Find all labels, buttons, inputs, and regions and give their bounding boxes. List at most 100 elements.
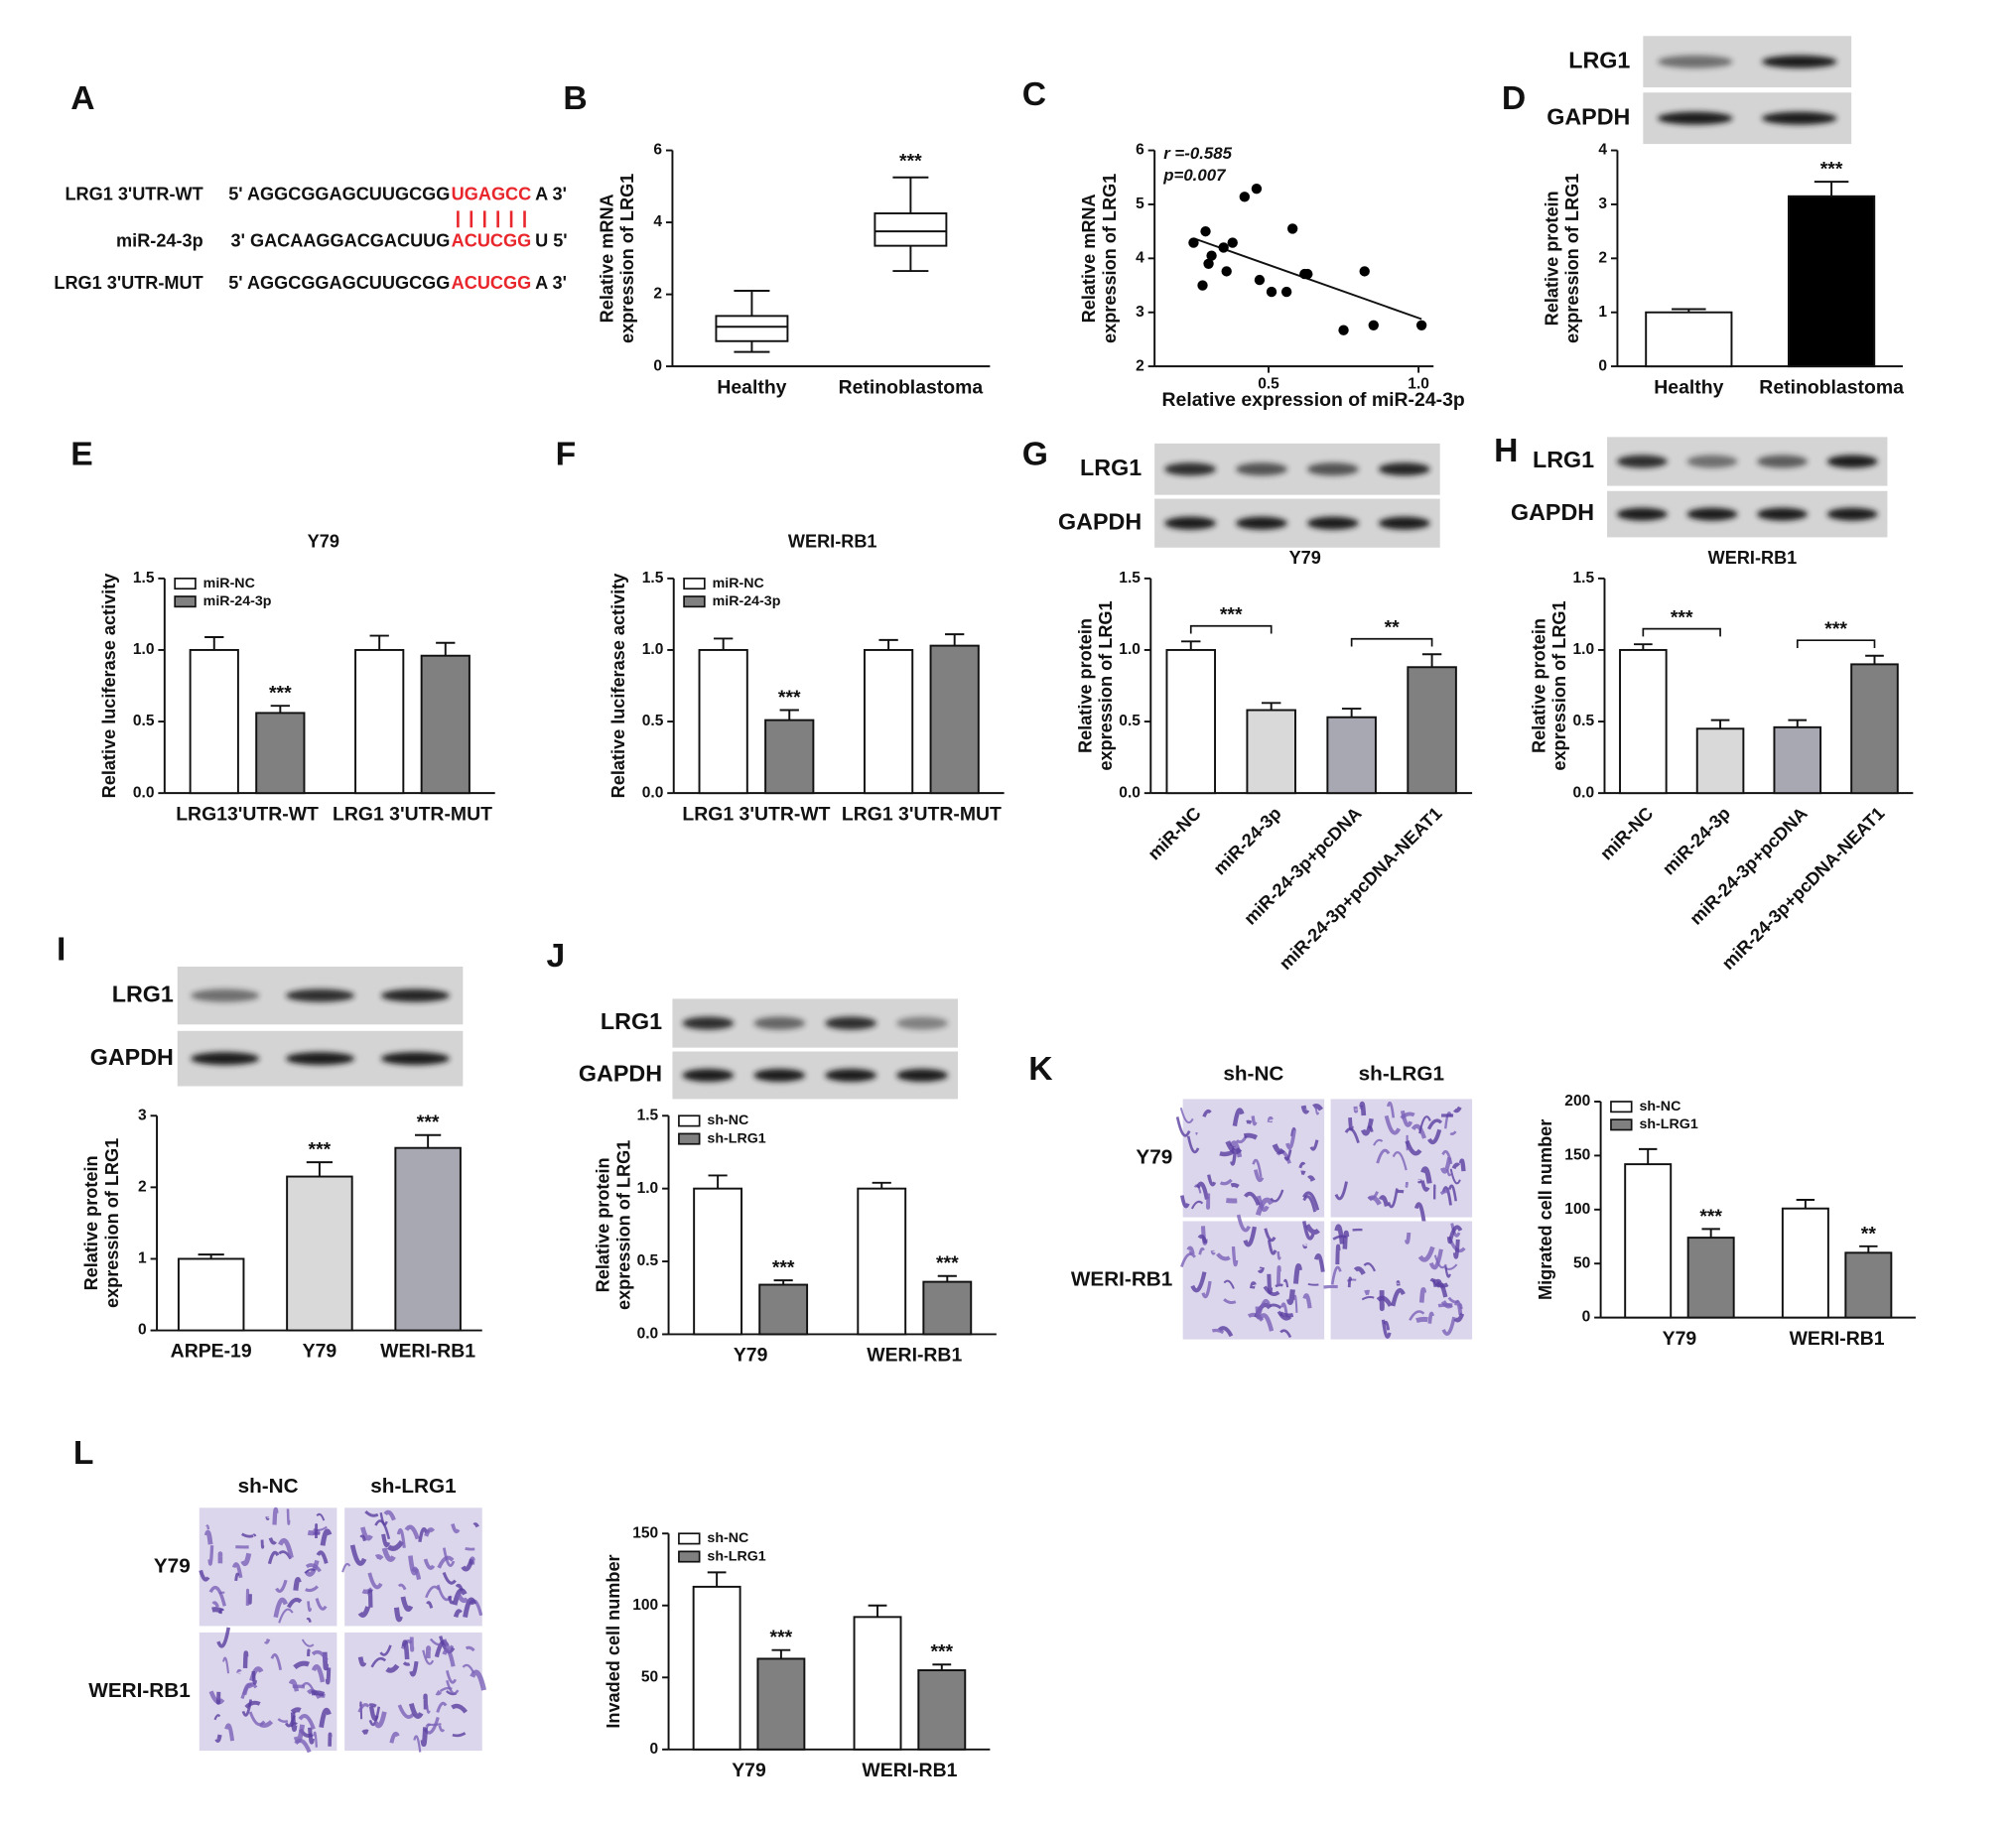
cell (393, 1607, 403, 1623)
cell (426, 1601, 434, 1609)
cell (301, 1638, 315, 1647)
cell (260, 1539, 265, 1549)
cell (1230, 1183, 1240, 1189)
cell (1426, 1118, 1443, 1130)
blot-band (1826, 507, 1878, 521)
cell (1391, 1288, 1406, 1307)
cell (1207, 1174, 1217, 1187)
cell (1387, 1188, 1399, 1209)
cell (1437, 1303, 1453, 1308)
cell (442, 1571, 457, 1585)
cell (207, 1545, 214, 1566)
cell (1217, 1326, 1234, 1338)
blot-band (753, 1068, 806, 1082)
cell (424, 1527, 436, 1537)
bar (1695, 727, 1745, 795)
micrograph-column-label: sh-NC (1223, 1062, 1283, 1085)
bar (1165, 648, 1217, 795)
cell (218, 1608, 225, 1615)
cell (1198, 1246, 1205, 1255)
cell (205, 1524, 210, 1530)
cell (364, 1509, 379, 1517)
sequence-label: miR-24-3p (116, 230, 203, 250)
sequence: 5' AGGCGGAGCUUGCGG (228, 273, 450, 293)
cell (1216, 1252, 1231, 1261)
cell (1252, 1158, 1263, 1178)
x-tick-label: miR-NC (1144, 803, 1205, 863)
panel-letter: J (547, 938, 566, 975)
point (1359, 266, 1370, 277)
cell (298, 1714, 316, 1730)
cell (214, 1734, 222, 1743)
cell (263, 1638, 271, 1644)
cell (248, 1711, 266, 1727)
cell (311, 1664, 326, 1683)
blot-band (753, 1016, 806, 1030)
panel-letter: H (1494, 433, 1518, 469)
chart-title: WERI-RB1 (1708, 548, 1798, 568)
blot-label: LRG1 (1080, 455, 1142, 480)
cell (1427, 1128, 1442, 1145)
cell (1429, 1277, 1437, 1288)
x-tick-label: 0.5 (1258, 375, 1279, 392)
bar (1773, 725, 1822, 795)
blot-label: GAPDH (1546, 103, 1630, 129)
cell (278, 1608, 294, 1624)
cell (1267, 1273, 1274, 1294)
cell (1290, 1126, 1296, 1137)
blot-band (380, 1052, 450, 1066)
bar (1686, 1237, 1735, 1319)
significance: *** (1824, 618, 1847, 640)
cell (1435, 1278, 1442, 1284)
cell (359, 1534, 366, 1542)
bar (764, 719, 815, 795)
y-tick-label: 150 (632, 1524, 658, 1541)
panel-letter: I (57, 931, 66, 968)
legend-label: sh-NC (707, 1530, 748, 1546)
cell (397, 1704, 415, 1719)
x-tick-label: WERI-RB1 (1790, 1328, 1885, 1350)
cell (453, 1609, 463, 1618)
cell (251, 1670, 257, 1685)
cell (1307, 1175, 1316, 1182)
cell (461, 1558, 474, 1572)
y-tick-label: 100 (632, 1597, 658, 1614)
cell (1334, 1224, 1345, 1244)
cell (425, 1704, 431, 1714)
micrograph-row-label: Y79 (1136, 1145, 1172, 1168)
cell (1180, 1252, 1196, 1267)
cell (313, 1731, 318, 1748)
cell (1314, 1107, 1320, 1115)
bar (929, 644, 980, 795)
cell (357, 1606, 371, 1618)
cell (325, 1667, 332, 1685)
bar (394, 1146, 462, 1332)
cell (240, 1532, 254, 1538)
blot-band (896, 1016, 948, 1030)
x-axis-label: Relative expression of miR-24-3p (1162, 389, 1465, 411)
cell (1418, 1115, 1431, 1134)
significance: *** (1671, 606, 1693, 628)
cell (1250, 1281, 1257, 1289)
blot-band (1378, 516, 1430, 530)
significance: *** (1820, 159, 1843, 181)
blot-band (1757, 507, 1808, 521)
cell (1279, 1311, 1294, 1318)
blot-band (191, 988, 260, 1002)
blot-band (825, 1068, 877, 1082)
panel-letter: A (70, 80, 94, 117)
x-tick-label: Y79 (1663, 1328, 1697, 1350)
cell (385, 1663, 400, 1673)
cell (408, 1702, 424, 1719)
cell (308, 1727, 315, 1745)
cell (275, 1579, 288, 1593)
chart-title: Y79 (308, 531, 339, 551)
cell (270, 1653, 283, 1671)
point (1368, 320, 1379, 330)
y-axis-label: Relative protein (1542, 191, 1561, 326)
cell (374, 1554, 384, 1561)
legend-swatch (678, 1114, 701, 1127)
cell (1379, 1195, 1390, 1207)
y-tick-label: 0.5 (1119, 713, 1141, 729)
cell (278, 1537, 294, 1559)
